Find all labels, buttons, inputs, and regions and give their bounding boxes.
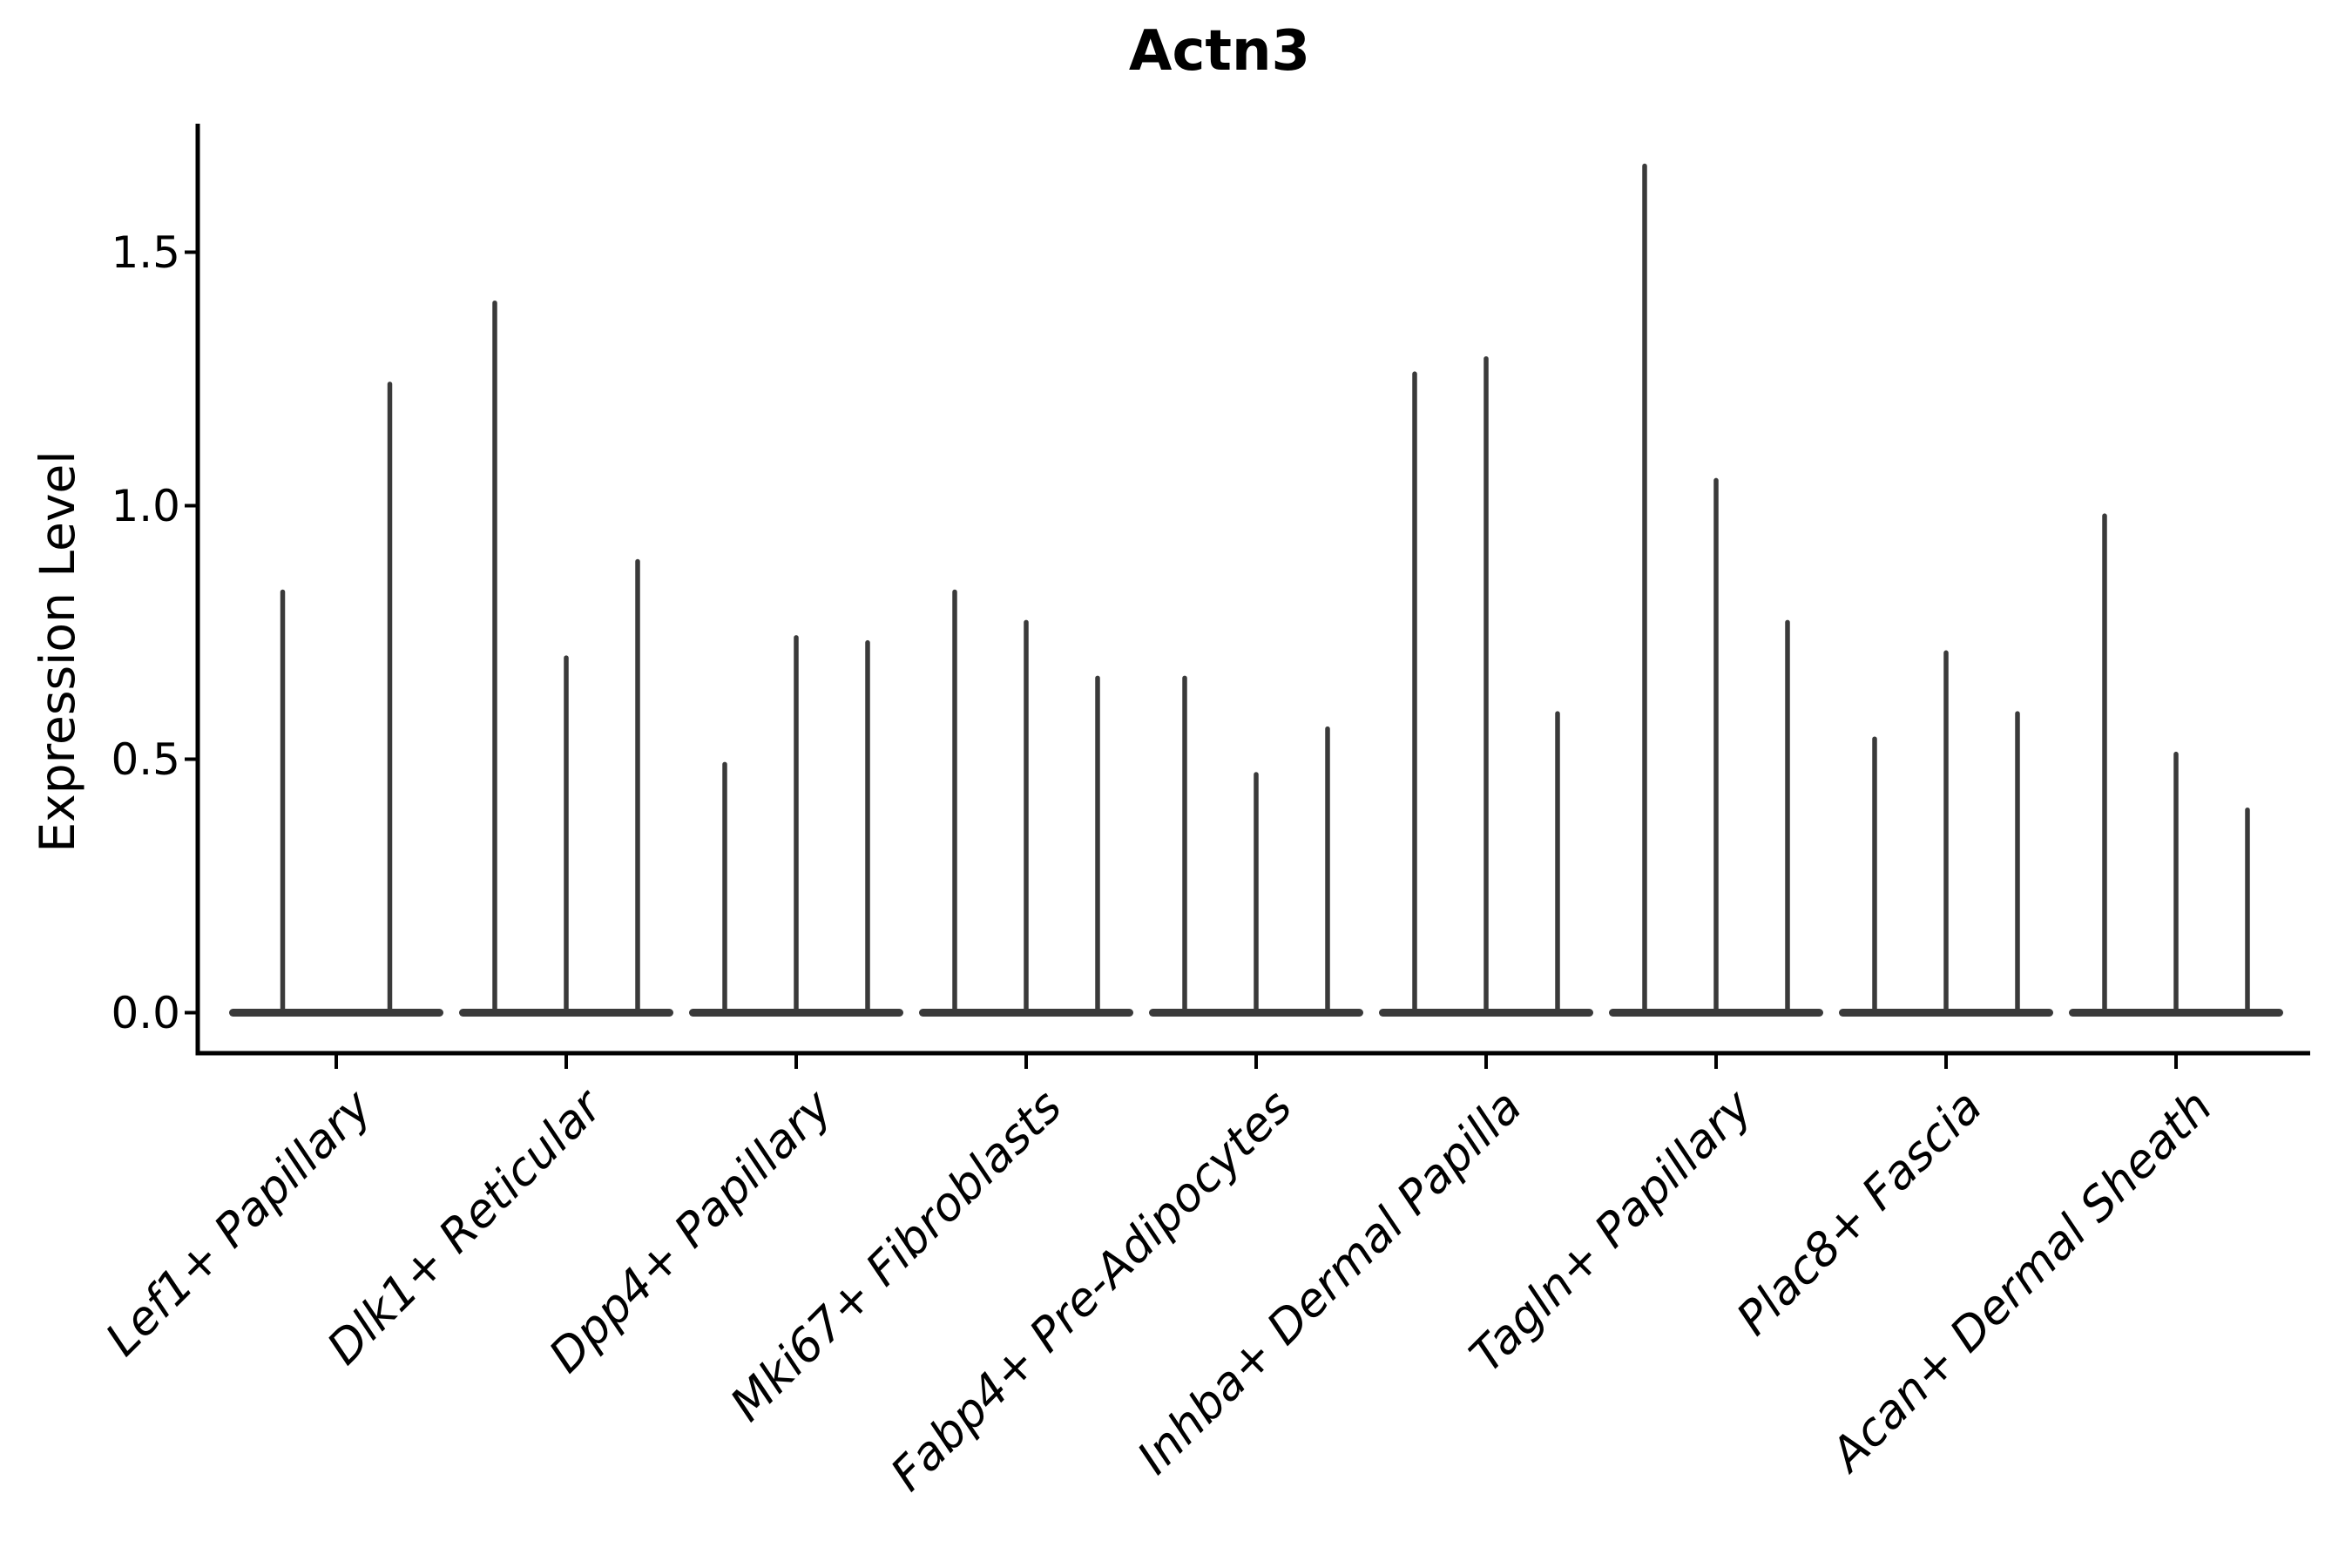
y-tick-label: 0.0 (111, 987, 180, 1038)
y-tick-label: 1.5 (111, 226, 180, 278)
y-tick-label: 0.5 (111, 733, 180, 785)
y-tick-label: 1.0 (111, 480, 180, 531)
chart-title: Actn3 (1128, 19, 1311, 84)
violin-base (229, 1009, 443, 1017)
